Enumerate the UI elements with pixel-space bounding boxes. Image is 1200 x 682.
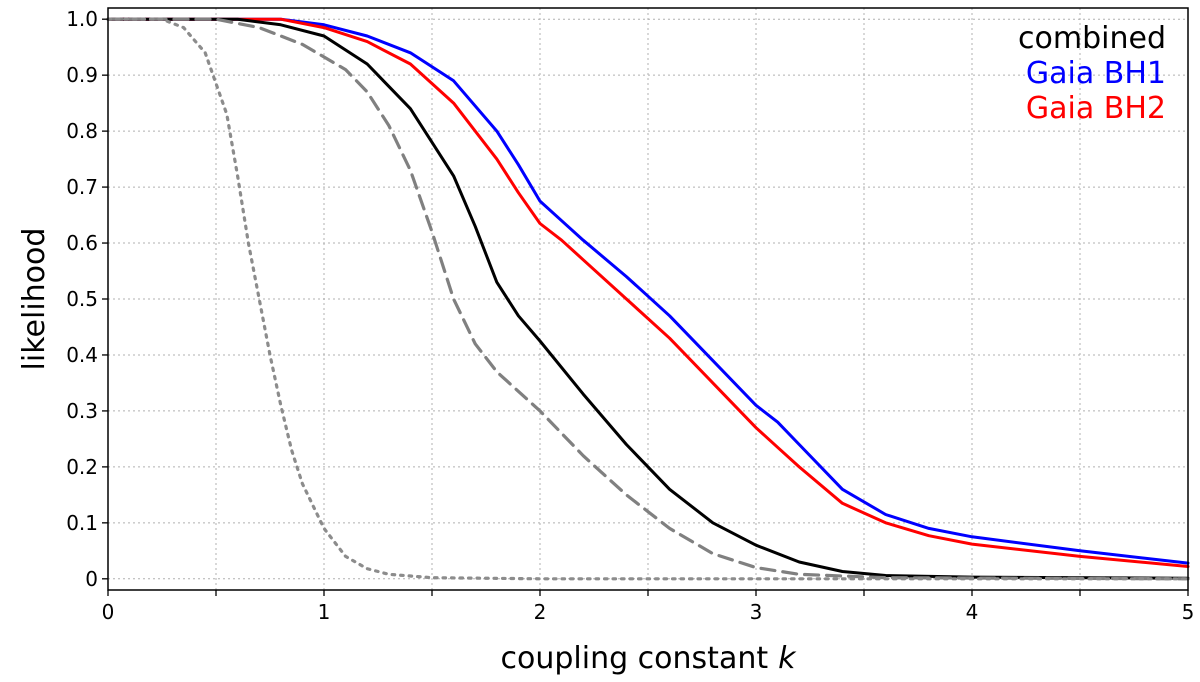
legend-entry-gaia-bh2: Gaia BH2 [1026, 91, 1166, 126]
y-tick-label: 0.9 [66, 63, 98, 87]
series-line-gaia-bh1 [106, 17, 1190, 565]
series-line-dashed-3 [106, 17, 1190, 581]
x-tick-label: 0 [102, 600, 115, 624]
y-tick-label: 0.3 [66, 399, 98, 423]
legend-entry-gaia-bh1: Gaia BH1 [1026, 56, 1166, 91]
x-axis-label: coupling constant k [501, 641, 798, 676]
series-line-solid-2 [106, 17, 1190, 580]
x-tick-label: 2 [534, 600, 547, 624]
y-tick-label: 0.8 [66, 119, 98, 143]
y-tick-label: 0 [85, 567, 98, 591]
x-axis-label-symbol: k [778, 641, 797, 676]
axis-ticks [102, 18, 1189, 596]
series-lines [106, 17, 1190, 581]
x-axis-label-text: coupling constant [501, 641, 769, 676]
y-tick-label: 0.6 [66, 231, 98, 255]
x-tick-label: 4 [966, 600, 979, 624]
series-line-dotted-4 [106, 17, 1190, 581]
y-tick-label: 0.2 [66, 455, 98, 479]
y-tick-label: 0.4 [66, 343, 98, 367]
y-tick-label: 0.1 [66, 511, 98, 535]
y-axis-label: likelihood [17, 228, 52, 371]
tick-labels: 0 1 2 3 4 5 0 0.1 0.2 0.3 0.4 0.5 0.6 0.7 0.8 0.9 1.0 [66, 7, 1194, 624]
series-line-gaia-bh2 [106, 17, 1190, 568]
y-tick-label: 0.7 [66, 175, 98, 199]
x-tick-label: 1 [318, 600, 331, 624]
x-tick-label: 3 [750, 600, 763, 624]
legend-entry-combined: combined [1018, 21, 1166, 56]
y-tick-label: 1.0 [66, 7, 98, 31]
x-tick-label: 5 [1182, 600, 1195, 624]
y-tick-label: 0.5 [66, 287, 98, 311]
